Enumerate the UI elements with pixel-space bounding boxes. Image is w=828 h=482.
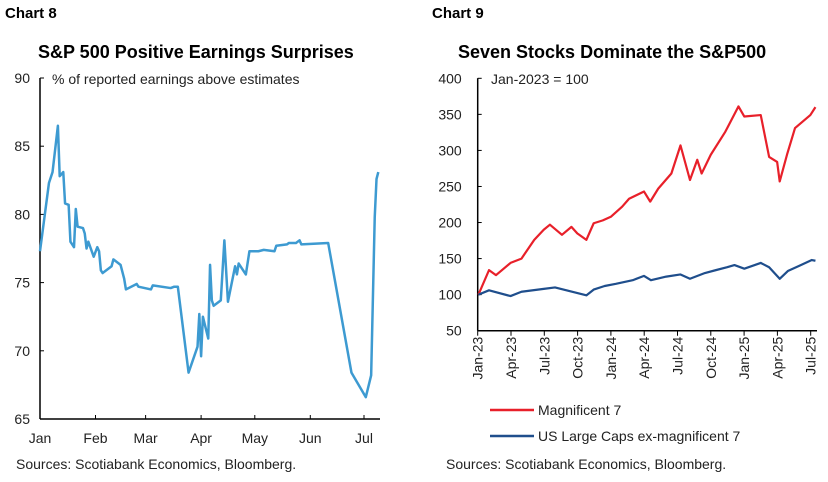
chart-9-y-tick-label: 300 [438, 142, 462, 158]
legend-label: US Large Caps ex-magnificent 7 [538, 428, 741, 444]
chart-9-x-tick-label: Apr-23 [503, 336, 519, 378]
chart-9-x-tick-label: Jan-23 [470, 336, 486, 379]
chart-8-label: Chart 8 [5, 5, 57, 22]
chart-9-x-tick-label: Oct-23 [570, 336, 586, 378]
chart-9-y-tick-label: 150 [438, 251, 462, 267]
chart-9-series-line-us-large-caps [478, 258, 816, 298]
chart-8-series-line [38, 124, 380, 399]
chart-8-x-tick-label: Apr [190, 430, 212, 446]
chart-8-x-tick-label: Jan [29, 430, 52, 446]
chart-9-x-tick-label: Oct-24 [703, 336, 719, 378]
chart-8-y-tick-label: 85 [14, 138, 30, 154]
chart-9-x-tick-label: Jan-25 [736, 336, 752, 379]
chart-9-x-tick-label: Apr-24 [636, 336, 652, 378]
chart-8-subtitle: % of reported earnings above estimates [52, 71, 299, 87]
chart-8-x-tick-label: Feb [83, 430, 107, 446]
chart-8-x-tick-label: Mar [134, 430, 158, 446]
legend-label: Magnificent 7 [538, 402, 621, 418]
chart-9-y-tick-label: 200 [438, 215, 462, 231]
chart-9-y-tick-label: 250 [438, 178, 462, 194]
chart-9-x-tick-label: Jul-25 [803, 336, 819, 374]
chart-9-subtitle: Jan-2023 = 100 [491, 71, 589, 87]
chart-9-series-line-magnificent-7 [477, 105, 817, 296]
chart-8-y-tick-label: 75 [14, 275, 30, 291]
chart-9-y-tick-label: 50 [446, 323, 462, 339]
chart-8-y-tick-label: 70 [14, 343, 30, 359]
chart-9-x-tick-label: Jan-24 [603, 336, 619, 379]
chart-9-x-tick-label: Apr-25 [769, 336, 785, 378]
chart-8-y-tick-label: 90 [14, 70, 30, 86]
chart-9-y-tick-label: 400 [438, 70, 462, 86]
chart-9-title: Seven Stocks Dominate the S&P500 [458, 42, 767, 62]
chart-8-source: Sources: Scotiabank Economics, Bloomberg… [16, 456, 297, 472]
chart-8-x-tick-label: May [242, 430, 268, 446]
chart-8-y-tick-label: 65 [14, 411, 30, 427]
chart-9-source: Sources: Scotiabank Economics, Bloomberg… [446, 456, 727, 472]
chart-9-x-tick-label: Jul-23 [536, 336, 552, 374]
chart-9-label: Chart 9 [432, 5, 484, 22]
chart-9-y-tick-label: 350 [438, 106, 462, 122]
chart-8-x-tick-label: Jun [299, 430, 322, 446]
chart-9-x-tick-label: Jul-24 [670, 336, 686, 374]
chart-8-x-tick-label: Jul [355, 430, 373, 446]
chart-8-title: S&P 500 Positive Earnings Surprises [38, 42, 354, 62]
chart-8-y-tick-label: 80 [14, 206, 30, 222]
chart-9-y-tick-label: 100 [438, 287, 462, 303]
